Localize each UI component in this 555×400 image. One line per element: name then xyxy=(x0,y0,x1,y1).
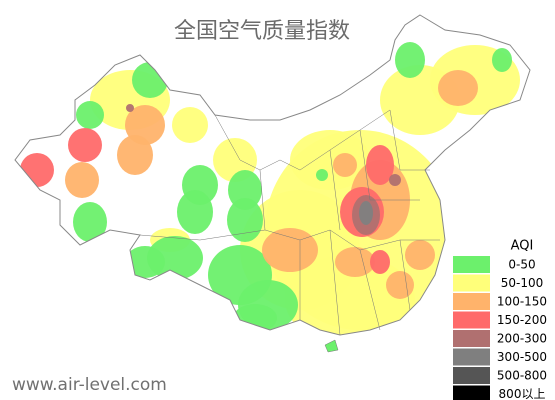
legend-swatch xyxy=(453,367,490,384)
aqi-blob xyxy=(335,247,375,277)
aqi-blob xyxy=(389,174,401,186)
country-outline xyxy=(14,14,531,336)
legend-swatch xyxy=(453,274,490,292)
aqi-blob xyxy=(492,48,512,72)
province-borders xyxy=(139,109,440,336)
aqi-blob xyxy=(73,202,107,242)
site-url: www.air-level.com xyxy=(12,375,167,395)
aqi-blob xyxy=(117,135,153,175)
aqi-blob xyxy=(65,162,99,198)
aqi-blob xyxy=(359,201,373,225)
island xyxy=(324,339,339,353)
aqi-blob xyxy=(366,145,394,185)
aqi-blob xyxy=(76,101,104,129)
aqi-blob xyxy=(20,153,54,187)
aqi-blob xyxy=(386,271,414,299)
aqi-blob xyxy=(126,104,134,112)
aqi-blob xyxy=(370,250,390,274)
aqi-blob xyxy=(316,169,328,181)
legend-label: 0-50 xyxy=(508,258,535,272)
legend: AQI 0-50 50-100 100-150 150-200 200-300 300-5… xyxy=(452,235,554,400)
aqi-blob xyxy=(438,70,478,106)
aqi-blobs xyxy=(20,42,520,335)
aqi-blob xyxy=(333,153,357,177)
legend-label: 150-200 xyxy=(497,313,547,327)
legend-swatch xyxy=(453,293,490,310)
legend-label: 300-500 xyxy=(497,350,547,364)
legend-title: AQI xyxy=(511,239,534,254)
legend-swatch xyxy=(453,385,490,400)
aqi-blob xyxy=(285,255,415,335)
aqi-blob xyxy=(227,198,263,242)
legend-label: 200-300 xyxy=(497,332,547,346)
aqi-blob xyxy=(262,228,318,272)
map-title: 全国空气质量指数 xyxy=(174,19,350,44)
aqi-blob xyxy=(233,304,277,332)
aqi-blob xyxy=(395,42,425,78)
legend-swatch xyxy=(453,311,490,329)
aqi-blob xyxy=(172,107,208,143)
aqi-blob xyxy=(405,240,435,270)
legend-label: 100-150 xyxy=(497,295,547,309)
aqi-blob xyxy=(125,246,165,278)
aqi-blob xyxy=(177,190,213,234)
legend-label: 50-100 xyxy=(501,276,544,290)
aqi-blob xyxy=(228,170,262,210)
legend-label: 500-800 xyxy=(497,369,547,383)
aqi-blob xyxy=(68,128,102,162)
legend-swatch xyxy=(453,256,490,273)
legend-label: 800以上 xyxy=(499,387,546,400)
legend-swatch xyxy=(453,330,490,347)
legend-swatch xyxy=(453,348,490,366)
